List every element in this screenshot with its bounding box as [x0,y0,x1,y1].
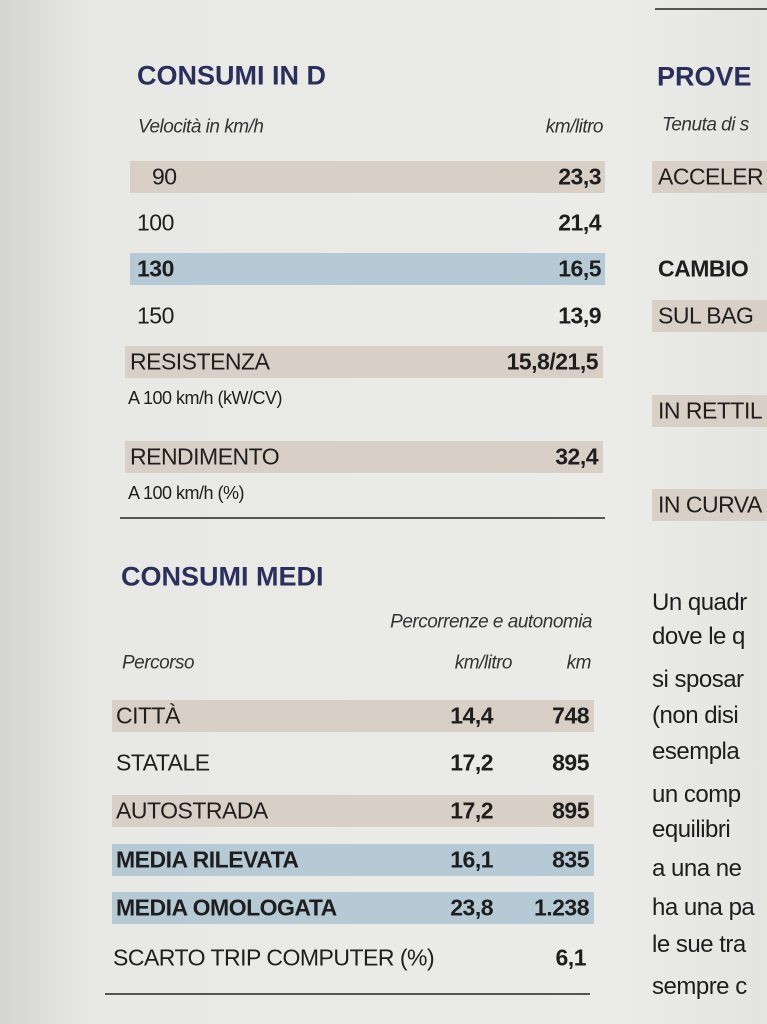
section-title: CONSUMI MEDI [121,561,324,592]
row-value: 16,1 [450,846,493,873]
row-value: 17,2 [450,797,493,824]
row-label: RESISTENZA [130,348,270,375]
column-header: km/litro [545,116,604,138]
row-label: SUL BAG [658,302,754,329]
row-value: 748 [552,702,589,729]
column-header: Percorso [122,652,195,674]
row-label: RENDIMENTO [130,443,280,470]
paragraph-line: un comp [652,781,741,808]
sub-header: Percorrenze e autonomia [390,611,592,633]
row-value: 895 [552,797,589,824]
row-value: 16,5 [558,255,601,282]
row-value: 895 [552,749,589,776]
row-value: 1.238 [533,894,590,921]
row-band [130,161,605,193]
row-value: 13,9 [558,302,601,329]
column-header: Velocità in km/h [138,116,264,138]
row-label: STATALE [116,749,210,776]
row-label: AUTOSTRADA [116,797,268,824]
divider [120,517,605,519]
row-label: ACCELER [658,163,764,190]
section-title: CONSUMI IN D [137,60,326,91]
divider [655,8,767,10]
row-label: 90 [152,163,177,190]
row-value: 17,2 [450,749,493,776]
row-label: IN RETTIL [658,397,763,424]
row-band [112,795,594,827]
paragraph-line: (non disi [652,702,739,729]
row-band [652,395,767,427]
row-label: 150 [137,302,174,329]
sub-header: Tenuta di s [662,114,749,136]
row-label: MEDIA RILEVATA [116,846,299,873]
row-value: 835 [552,846,589,873]
row-band [652,161,767,193]
row-label: IN CURVA [658,491,762,518]
row-label: CAMBIO [658,255,749,282]
paragraph-line: a una ne [652,855,742,882]
row-value: 6,1 [555,944,587,971]
paragraph-line: ha una pa [652,894,755,921]
row-band [652,300,767,332]
row-label: 100 [137,209,174,236]
paragraph-line: si sposar [652,666,744,693]
row-band [130,253,605,285]
column-header: km/litro [454,652,513,674]
row-note: A 100 km/h (%) [128,483,245,503]
row-value: 14,4 [450,702,493,729]
row-value: 23,3 [558,163,601,190]
paragraph-line: le sue tra [652,931,746,958]
paragraph-line: sempre c [652,973,747,1000]
paragraph-line: esempla [652,738,740,765]
row-value: 15,8/21,5 [506,348,599,375]
row-label: MEDIA OMOLOGATA [116,894,337,921]
row-band [112,892,594,924]
row-band [125,441,603,473]
row-band [112,700,594,732]
row-band [112,844,594,876]
row-label: SCARTO TRIP COMPUTER (%) [113,944,435,971]
column-header: km [566,652,592,674]
divider [105,993,590,995]
paragraph-line: Un quadr [652,589,747,616]
paragraph-line: equilibri [652,816,731,843]
row-note: A 100 km/h (kW/CV) [128,388,283,408]
row-value: 21,4 [558,209,601,236]
paragraph-line: dove le q [652,623,745,650]
row-band [652,489,767,521]
row-band [125,346,603,378]
row-label: CITTÀ [116,702,180,729]
section-title: PROVE [657,61,752,92]
row-value: 32,4 [555,443,598,470]
row-label: 130 [137,255,174,282]
row-value: 23,8 [450,894,493,921]
